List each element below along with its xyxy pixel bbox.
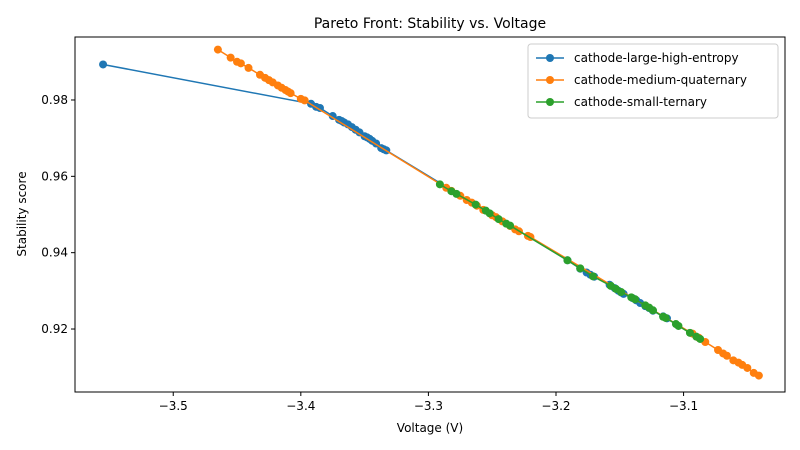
legend-label: cathode-small-ternary	[574, 95, 707, 109]
legend-marker	[546, 54, 554, 62]
data-point	[754, 371, 763, 380]
data-point	[685, 328, 694, 337]
data-point	[674, 321, 683, 330]
data-point	[328, 112, 337, 121]
legend-marker	[546, 98, 554, 106]
data-point	[300, 96, 309, 105]
data-point	[236, 59, 245, 68]
legend: cathode-large-high-entropy cathode-medium…	[527, 43, 779, 119]
data-point	[588, 272, 597, 281]
data-point	[576, 264, 585, 273]
x-tick-label: −3.4	[286, 399, 315, 413]
data-point	[648, 306, 657, 315]
y-tick-label: 0.92	[41, 322, 68, 336]
y-axis-ticks: 0.92 0.94 0.96 0.98	[41, 93, 75, 336]
legend-entry: cathode-medium-quaternary	[536, 73, 747, 87]
x-tick-label: −3.3	[414, 399, 443, 413]
data-point	[452, 189, 461, 198]
x-axis-ticks: −3.5 −3.4 −3.3 −3.2 −3.1	[159, 392, 698, 413]
chart-title: Pareto Front: Stability vs. Voltage	[314, 16, 546, 32]
legend-label: cathode-large-high-entropy	[574, 51, 739, 65]
data-point	[226, 53, 235, 62]
data-point	[506, 221, 515, 230]
data-point	[471, 200, 480, 209]
x-tick-label: −3.5	[159, 399, 188, 413]
data-point	[743, 363, 752, 372]
x-tick-label: −3.1	[669, 399, 698, 413]
legend-box	[527, 43, 779, 119]
data-point	[722, 351, 731, 360]
data-point	[696, 334, 705, 343]
data-point	[661, 313, 670, 322]
data-point	[494, 215, 503, 224]
y-tick-label: 0.94	[41, 246, 68, 260]
data-point	[286, 89, 295, 98]
data-point	[617, 287, 626, 296]
legend-marker	[546, 76, 554, 84]
data-point	[563, 256, 572, 265]
legend-entry: cathode-large-high-entropy	[536, 51, 739, 65]
data-point	[244, 63, 253, 72]
y-tick-label: 0.96	[41, 169, 68, 183]
y-axis-label: Stability score	[15, 171, 29, 256]
data-point	[631, 295, 640, 304]
legend-label: cathode-medium-quaternary	[574, 73, 747, 87]
plot-frame	[74, 36, 786, 393]
legend-entry: cathode-small-ternary	[536, 95, 707, 109]
x-axis-label: Voltage (V)	[397, 421, 463, 435]
data-point	[99, 60, 108, 69]
data-point	[315, 104, 324, 112]
series-layer	[99, 45, 763, 380]
data-point	[485, 209, 494, 218]
plot-area: −3.5 −3.4 −3.3 −3.2 −3.1 0.92 0.94 0.96 0.98	[41, 36, 786, 413]
data-point	[213, 45, 222, 54]
data-point	[435, 180, 444, 189]
y-tick-label: 0.98	[41, 93, 68, 107]
x-tick-label: −3.2	[541, 399, 570, 413]
series-cathode-small-ternary	[435, 180, 705, 343]
